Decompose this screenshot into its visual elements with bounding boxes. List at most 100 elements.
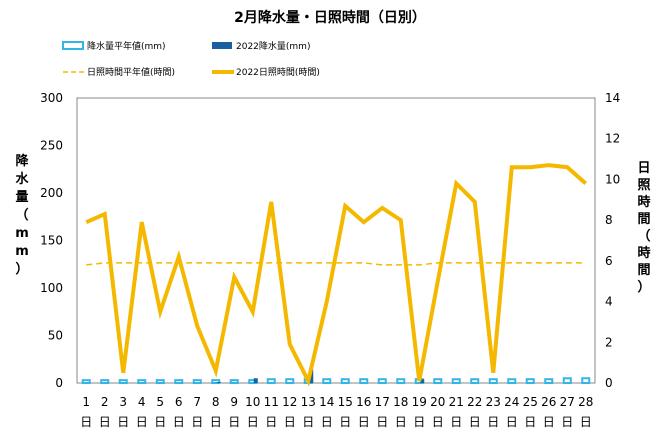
x-tick-unit: 日 (339, 415, 351, 429)
x-tick-unit: 日 (580, 415, 592, 429)
axis-title-char: 量 (15, 190, 28, 205)
precip-2022-bar (420, 379, 425, 383)
right-tick-label: 4 (605, 295, 613, 309)
x-tick-unit: 日 (469, 415, 481, 429)
normal-precip-bar (192, 379, 202, 384)
x-tick-unit: 日 (302, 415, 314, 429)
x-tick-label: 24 (504, 395, 519, 409)
x-tick-label: 12 (282, 395, 297, 409)
legend-label: 2022日照時間(時間) (236, 67, 320, 78)
normal-precip-bar (525, 378, 535, 385)
right-tick-label: 14 (605, 91, 620, 105)
axis-title-char: （ (15, 207, 28, 223)
left-tick-label: 200 (40, 186, 63, 200)
x-tick-label: 16 (356, 395, 371, 409)
normal-precip-bar (229, 379, 239, 384)
legend-label: 日照時間平年値(時間) (87, 66, 175, 78)
axis-title-char: 水 (15, 171, 29, 187)
x-tick-unit: 日 (358, 415, 370, 429)
x-tick-unit: 日 (450, 415, 462, 429)
x-tick-label: 3 (119, 395, 127, 409)
x-tick-unit: 日 (136, 415, 148, 429)
x-tick-label: 9 (230, 395, 238, 409)
sunshine-2022-line (85, 163, 588, 387)
normal-precip-bar (322, 378, 332, 385)
normal-precip-bar (544, 378, 554, 385)
x-tick-label: 15 (338, 395, 353, 409)
precip-2022-bar (216, 382, 221, 383)
normal-precip-bar (81, 379, 91, 384)
normal-sunshine-line (86, 262, 586, 266)
axis-title-char: 時 (637, 194, 650, 210)
legend-label: 降水量平年値(mm) (87, 40, 166, 52)
x-tick-unit: 日 (524, 415, 536, 429)
normal-precip-bar (285, 378, 295, 385)
left-tick-label: 50 (48, 329, 63, 343)
normal-precip-bar (488, 378, 498, 385)
x-tick-label: 5 (156, 395, 164, 409)
chart-title: 2月降水量・日照時間（日別） (234, 9, 426, 26)
x-tick-label: 7 (193, 395, 201, 409)
x-tick-unit: 日 (117, 415, 129, 429)
legend: 降水量平年値(mm) 2022降水量(mm) 日照時間平年値(時間) 2022日照時間… (62, 40, 320, 78)
normal-precip-bar (562, 377, 572, 384)
x-tick-label: 21 (449, 395, 464, 409)
x-tick-label: 22 (467, 395, 482, 409)
normal-precip-bar (174, 379, 184, 384)
left-tick-label: 300 (40, 91, 63, 105)
x-tick-label: 4 (138, 395, 146, 409)
x-axis-labels: 1日2日3日4日5日6日7日8日9日10日11日12日13日14日15日16日1… (80, 395, 593, 429)
x-tick-unit: 日 (376, 415, 388, 429)
x-tick-unit: 日 (154, 415, 166, 429)
x-tick-unit: 日 (191, 415, 203, 429)
left-tick-label: 0 (55, 376, 63, 390)
x-tick-unit: 日 (413, 415, 425, 429)
right-tick-label: 12 (605, 132, 620, 146)
normal-precip-bar (507, 378, 517, 385)
left-tick-label: 250 (40, 139, 63, 153)
x-tick-unit: 日 (284, 415, 296, 429)
normal-precip-bar (396, 378, 406, 385)
x-tick-unit: 日 (506, 415, 518, 429)
x-tick-label: 26 (541, 395, 556, 409)
axis-title-char: 照 (637, 178, 650, 193)
x-tick-label: 27 (560, 395, 575, 409)
normal-precip-bar (340, 378, 350, 385)
x-tick-unit: 日 (173, 415, 185, 429)
axis-title-char: 時 (637, 245, 650, 261)
axis-title-char: m (15, 226, 29, 241)
normal-precip-bar (433, 378, 443, 385)
axis-title-char: 間 (637, 212, 650, 227)
right-tick-label: 0 (605, 376, 613, 390)
axis-title-char: 日 (637, 161, 650, 176)
bar-series (81, 369, 591, 385)
x-tick-label: 1 (82, 395, 90, 409)
x-tick-label: 8 (212, 395, 220, 409)
right-axis-title: 日照時間（時間） (637, 161, 650, 295)
normal-precip-bar (155, 379, 165, 384)
normal-precip-bar (359, 378, 369, 385)
x-tick-label: 11 (264, 395, 279, 409)
x-tick-label: 25 (523, 395, 538, 409)
normal-precip-bar (266, 378, 276, 385)
left-tick-label: 150 (40, 234, 63, 248)
left-tick-label: 100 (40, 281, 63, 295)
x-tick-label: 2 (101, 395, 109, 409)
legend-label: 2022降水量(mm) (236, 40, 310, 52)
normal-precip-bar (211, 379, 221, 384)
axis-title-char: 降 (15, 153, 29, 169)
normal-precip-bar (377, 378, 387, 385)
x-tick-unit: 日 (265, 415, 277, 429)
left-axis-ticks: 0 50 100 150 200 250 300 (40, 91, 63, 390)
right-tick-label: 2 (605, 335, 613, 349)
x-tick-unit: 日 (80, 415, 92, 429)
x-tick-label: 19 (412, 395, 427, 409)
axis-title-char: （ (637, 228, 650, 244)
x-tick-unit: 日 (99, 415, 111, 429)
x-tick-unit: 日 (432, 415, 444, 429)
axis-title-char: ） (15, 261, 28, 277)
normal-precip-bar (118, 379, 128, 384)
legend-swatch-normal-precip (62, 41, 84, 50)
right-tick-label: 8 (605, 213, 613, 227)
